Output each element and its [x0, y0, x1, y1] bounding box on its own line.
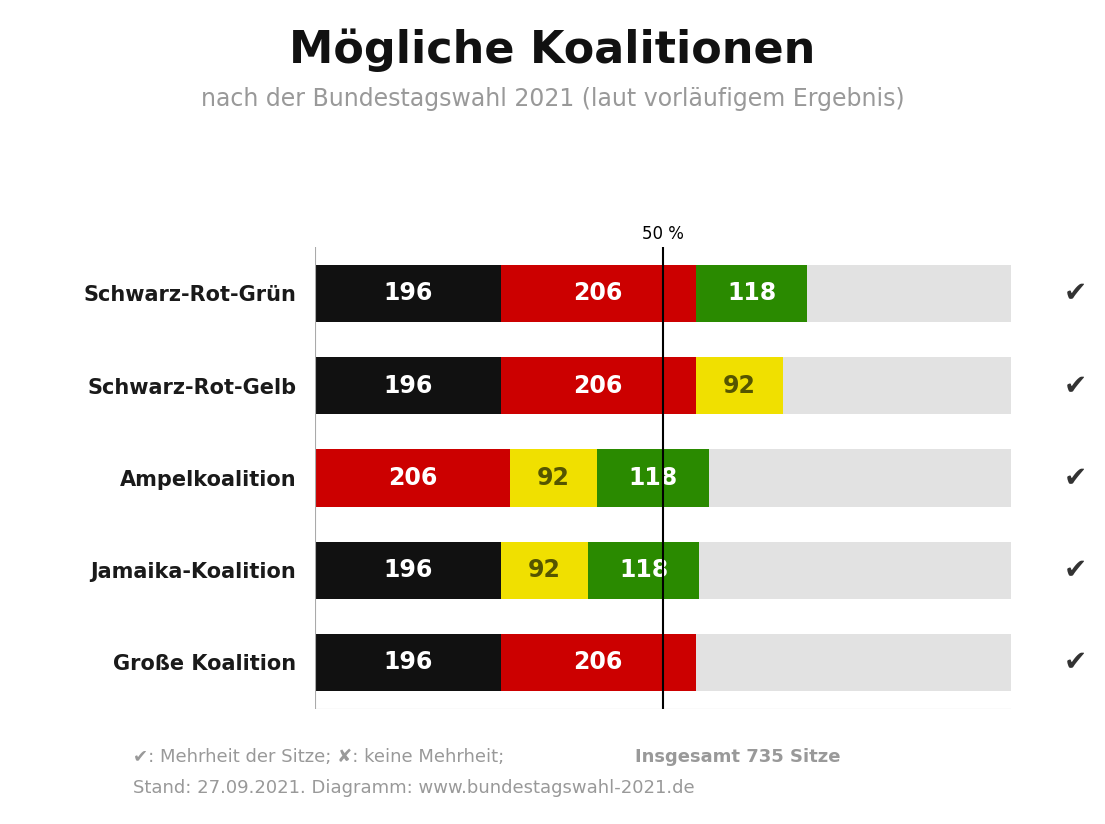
Bar: [696, 265, 808, 322]
Text: ✔: ✔: [1064, 279, 1087, 307]
Text: 196: 196: [383, 281, 432, 306]
Text: 92: 92: [528, 558, 560, 583]
Bar: [315, 634, 1011, 691]
Bar: [588, 541, 699, 599]
Text: 206: 206: [573, 373, 623, 398]
Bar: [315, 449, 511, 507]
Bar: [315, 541, 501, 599]
Bar: [696, 357, 782, 414]
Text: ✔: ✔: [1064, 556, 1087, 584]
Text: 118: 118: [619, 558, 669, 583]
Bar: [501, 541, 588, 599]
Bar: [315, 265, 501, 322]
Text: 50 %: 50 %: [642, 225, 684, 242]
Text: 206: 206: [573, 650, 623, 675]
Bar: [315, 357, 1011, 414]
Bar: [511, 449, 597, 507]
Text: 196: 196: [383, 373, 432, 398]
Bar: [315, 541, 1011, 599]
Text: Mögliche Koalitionen: Mögliche Koalitionen: [290, 29, 815, 73]
Text: ✔: ✔: [1064, 464, 1087, 492]
Text: 206: 206: [388, 466, 438, 490]
Text: nach der Bundestagswahl 2021 (laut vorläufigem Ergebnis): nach der Bundestagswahl 2021 (laut vorlä…: [201, 87, 904, 110]
Text: 118: 118: [629, 466, 677, 490]
Text: 196: 196: [383, 650, 432, 675]
Bar: [315, 357, 501, 414]
Text: 196: 196: [383, 558, 432, 583]
Bar: [315, 265, 1011, 322]
Text: ✔: ✔: [1064, 648, 1087, 677]
Bar: [501, 357, 696, 414]
Text: 206: 206: [573, 281, 623, 306]
Text: 118: 118: [727, 281, 776, 306]
Text: ✔: ✔: [1064, 372, 1087, 400]
Text: 92: 92: [723, 373, 756, 398]
Bar: [315, 634, 501, 691]
Bar: [315, 449, 1011, 507]
Bar: [501, 265, 696, 322]
Text: ✔: Mehrheit der Sitze; ✘: keine Mehrheit;: ✔: Mehrheit der Sitze; ✘: keine Mehrheit…: [133, 748, 509, 766]
Bar: [501, 634, 696, 691]
Text: Insgesamt 735 Sitze: Insgesamt 735 Sitze: [635, 748, 841, 766]
Text: 92: 92: [537, 466, 570, 490]
Bar: [597, 449, 709, 507]
Text: Stand: 27.09.2021. Diagramm: www.bundestagswahl-2021.de: Stand: 27.09.2021. Diagramm: www.bundest…: [133, 779, 694, 797]
